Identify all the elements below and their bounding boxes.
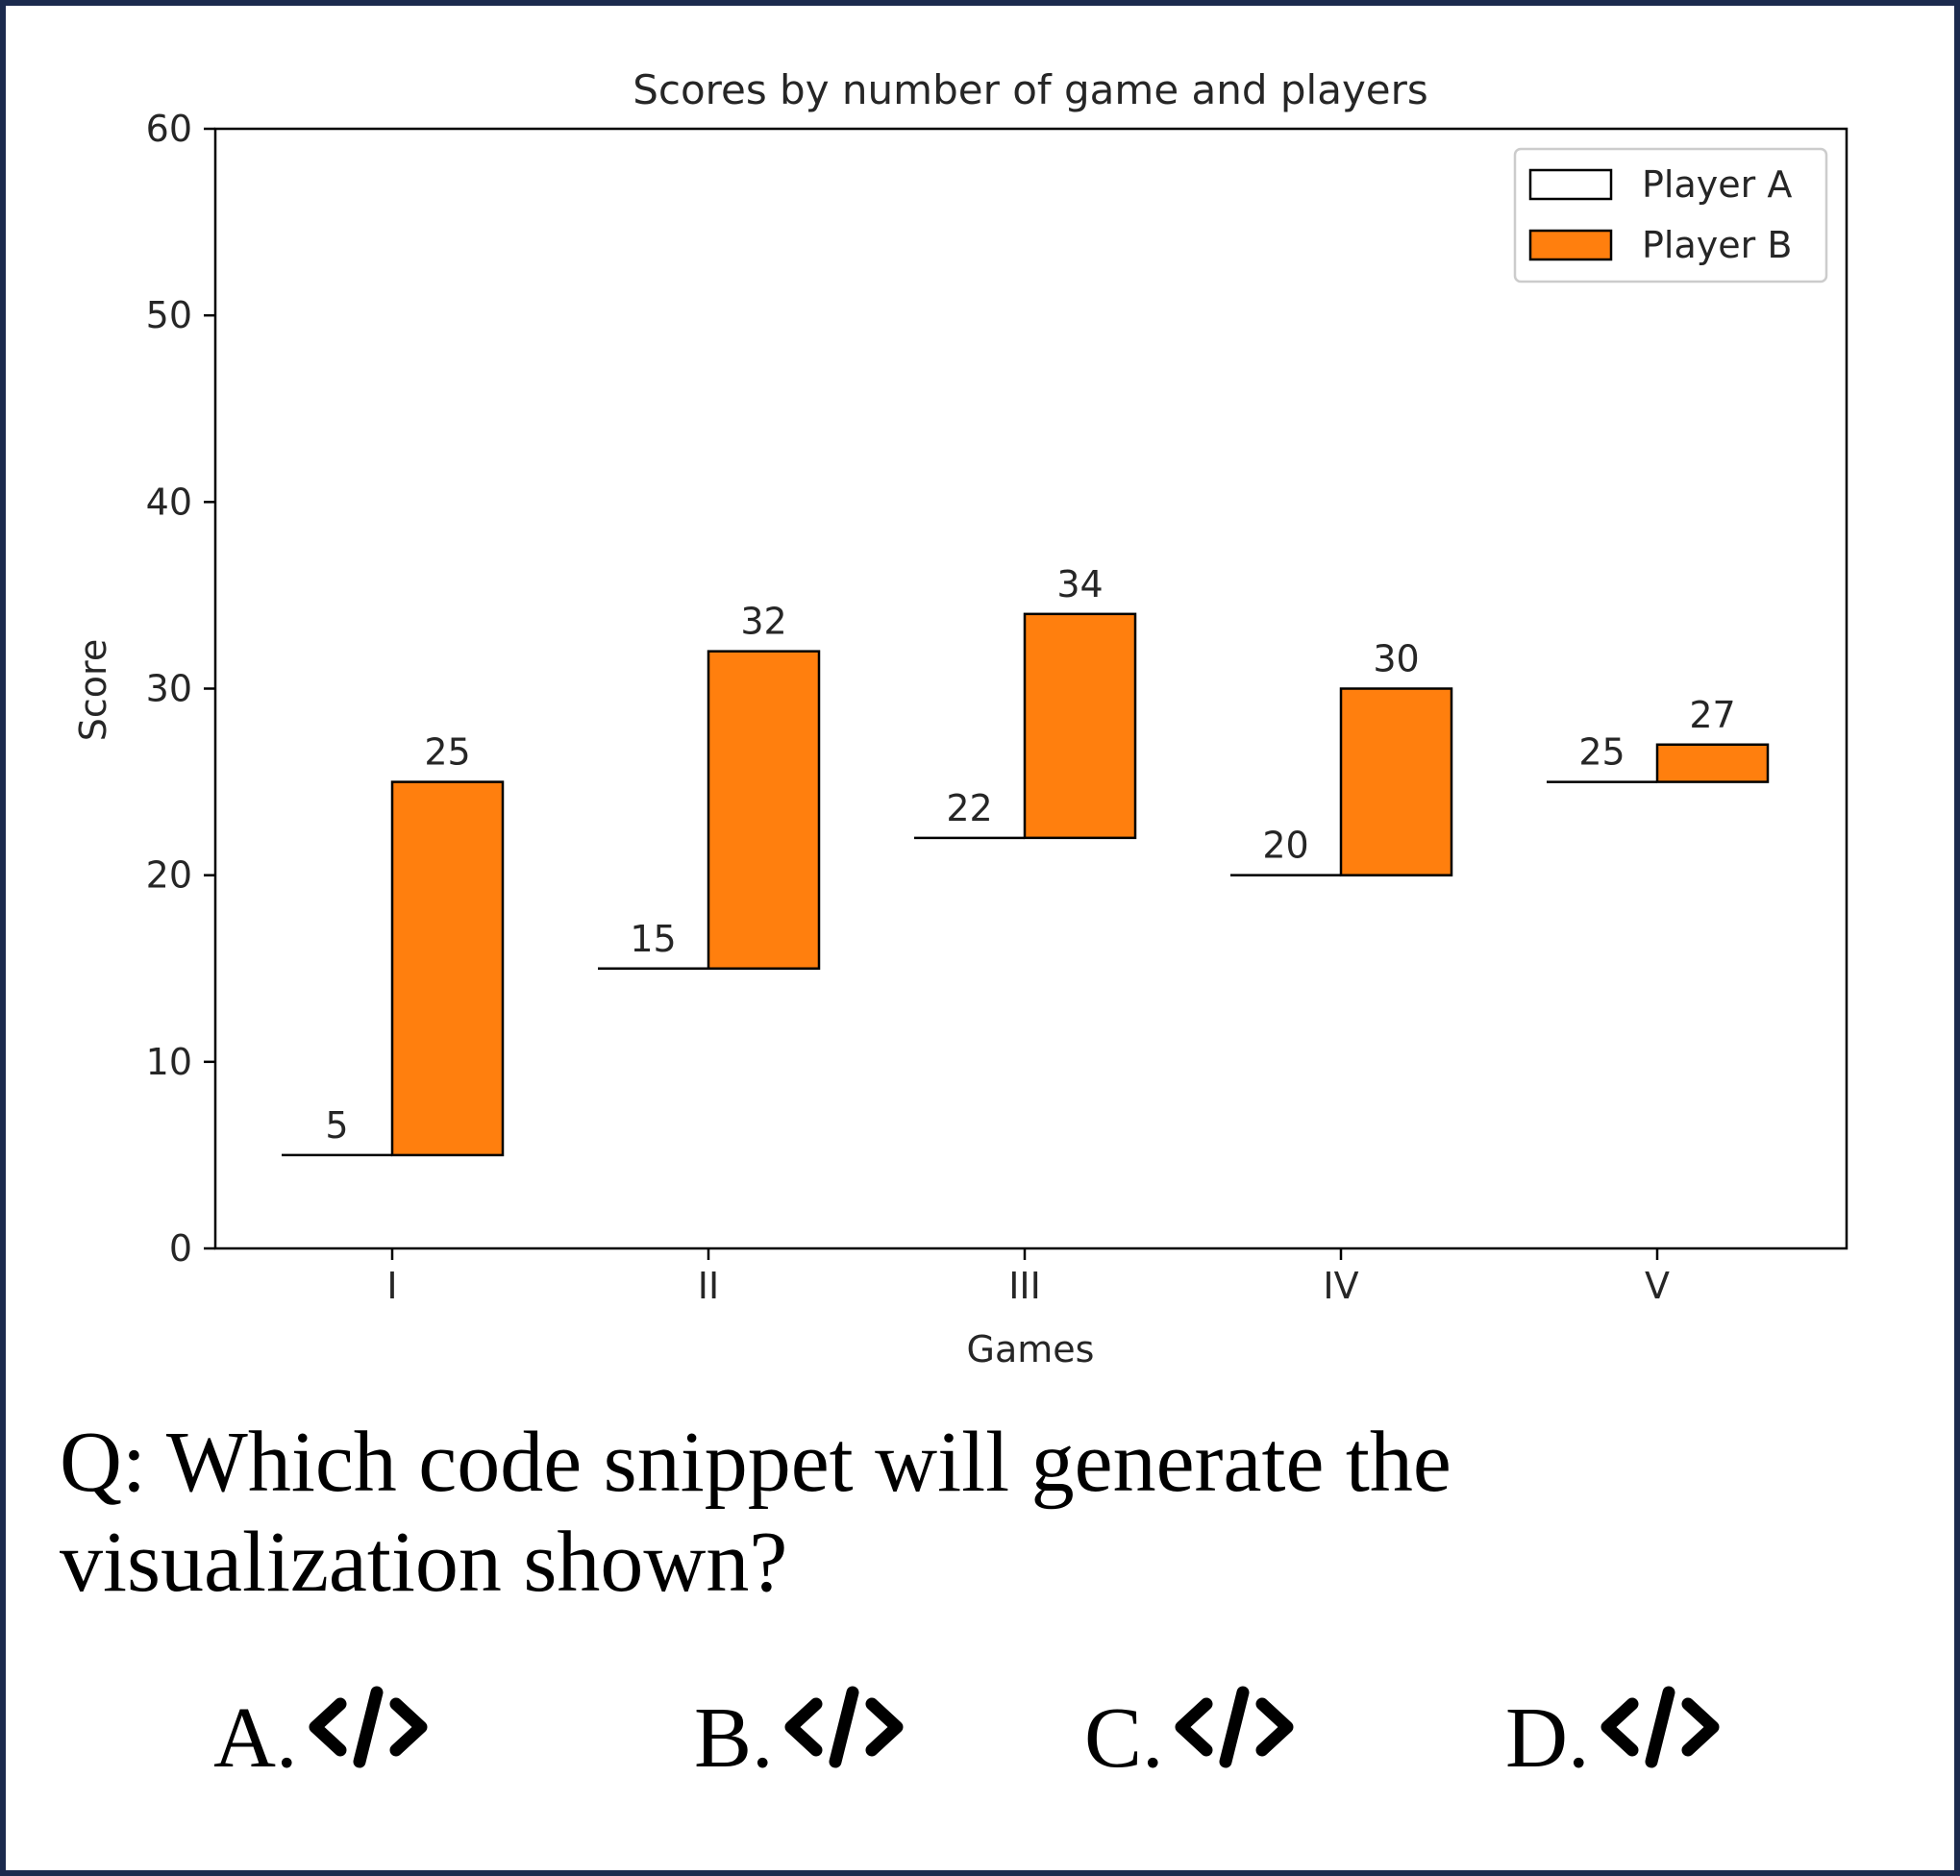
y-tick-label: 50 (146, 294, 192, 336)
option-a[interactable]: A. (213, 1680, 431, 1795)
value-label-player-b: 30 (1373, 638, 1419, 680)
legend: Player A Player B (1513, 147, 1828, 284)
value-label-player-a: 5 (325, 1104, 348, 1147)
option-b[interactable]: B. (694, 1680, 906, 1795)
value-label-player-b: 34 (1056, 563, 1103, 605)
y-axis-ticks: 0 10 20 30 40 50 60 (146, 108, 215, 1270)
option-a-label: A. (213, 1690, 298, 1786)
y-tick-label: 30 (146, 668, 192, 710)
bar-player-b (1655, 743, 1770, 783)
code-icon (306, 1679, 431, 1796)
y-tick-label: 20 (146, 854, 192, 897)
code-icon (782, 1679, 906, 1796)
y-axis-label: Score (72, 639, 114, 741)
option-c[interactable]: C. (1084, 1680, 1297, 1795)
x-axis-label: Games (967, 1328, 1095, 1370)
option-b-label: B. (694, 1690, 774, 1786)
option-c-label: C. (1084, 1690, 1164, 1786)
bar-player-a (914, 838, 1025, 1248)
y-tick-label: 0 (169, 1227, 192, 1270)
x-tick-label: V (1645, 1265, 1670, 1307)
bars-layer (282, 612, 1770, 1248)
legend-label-player-a: Player A (1642, 163, 1792, 206)
bar-player-a (598, 969, 708, 1248)
bar-player-b (1023, 612, 1137, 840)
chart-title: Scores by number of game and players (633, 66, 1428, 113)
question-text: Q: Which code snippet will generate the … (60, 1415, 1451, 1610)
bar-player-b (1339, 687, 1453, 876)
legend-swatch-player-b (1528, 229, 1613, 261)
code-icon (1598, 1679, 1723, 1796)
legend-label-player-b: Player B (1642, 224, 1792, 266)
code-icon (1172, 1679, 1297, 1796)
y-tick-label: 10 (146, 1041, 192, 1083)
option-d[interactable]: D. (1505, 1680, 1723, 1795)
bar-player-b (390, 780, 505, 1157)
value-label-player-b: 32 (740, 601, 786, 643)
bar-player-a (282, 1155, 392, 1248)
bar-player-a (1547, 782, 1657, 1248)
x-tick-label: III (1008, 1265, 1041, 1307)
x-tick-label: II (698, 1265, 719, 1307)
value-label-player-b: 27 (1689, 694, 1735, 736)
value-label-player-a: 25 (1578, 731, 1625, 774)
bar-player-a (1230, 876, 1341, 1248)
y-tick-label: 60 (146, 108, 192, 150)
x-tick-label: IV (1323, 1265, 1358, 1307)
x-axis-ticks: I II III IV V (386, 1248, 1670, 1307)
bar-player-b (707, 650, 821, 971)
value-label-player-a: 20 (1262, 825, 1308, 867)
value-label-player-a: 15 (630, 918, 676, 960)
value-label-player-b: 25 (424, 731, 470, 774)
value-label-player-a: 22 (946, 787, 992, 829)
y-tick-label: 40 (146, 481, 192, 523)
legend-swatch-player-a (1528, 168, 1613, 201)
option-d-label: D. (1505, 1690, 1590, 1786)
x-tick-label: I (386, 1265, 397, 1307)
value-labels-layer: 5 25 15 32 22 34 20 30 25 27 (325, 563, 1735, 1147)
